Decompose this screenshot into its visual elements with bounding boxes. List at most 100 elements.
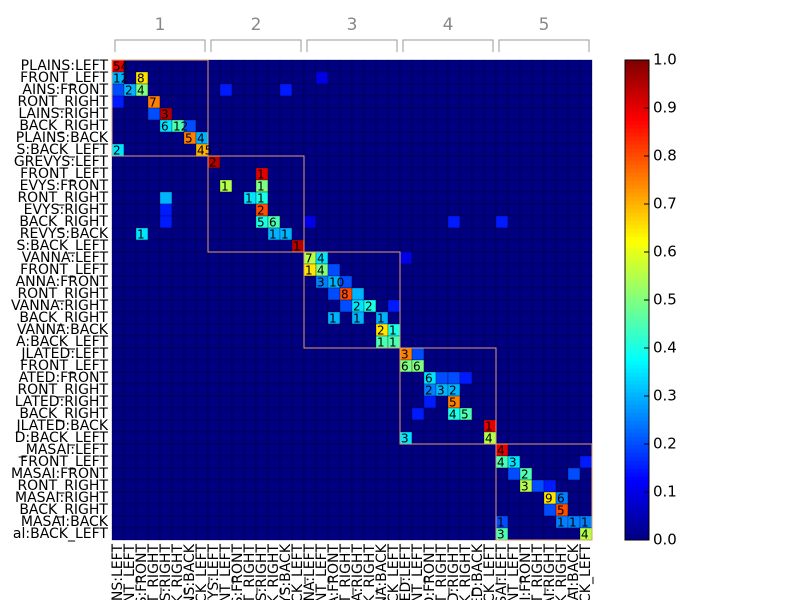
- cell: [243, 239, 257, 253]
- cell: [531, 203, 545, 217]
- cell: [147, 143, 161, 157]
- colorbar-step: [625, 352, 649, 357]
- cell: [387, 515, 401, 529]
- cell: [279, 251, 293, 265]
- colorbar-step: [625, 244, 649, 249]
- cell: [531, 179, 545, 193]
- cell: [543, 395, 557, 409]
- cell: [579, 179, 593, 193]
- cell: [459, 455, 473, 469]
- cell: [363, 527, 377, 541]
- cell: [123, 179, 137, 193]
- cell: [363, 95, 377, 109]
- cell: [543, 455, 557, 469]
- cell: [507, 347, 521, 361]
- cell: [291, 467, 305, 481]
- colorbar-step: [625, 72, 649, 77]
- cell: [351, 527, 365, 541]
- cell: [195, 155, 209, 169]
- cell: [459, 143, 473, 157]
- cell: [327, 359, 341, 373]
- cell: [255, 371, 269, 385]
- cell: [567, 179, 581, 193]
- cell-label: 5: [449, 396, 457, 410]
- group-bracket: [402, 39, 494, 52]
- cell: [507, 407, 521, 421]
- cell: [219, 347, 233, 361]
- cell: [579, 395, 593, 409]
- cell: [111, 335, 125, 349]
- cell: [327, 323, 341, 337]
- cell: [567, 311, 581, 325]
- cell: [567, 419, 581, 433]
- cell: [579, 95, 593, 109]
- cell: [519, 275, 533, 289]
- cell: [111, 407, 125, 421]
- cell: [363, 335, 377, 349]
- cell: [435, 527, 449, 541]
- cell: [567, 119, 581, 133]
- cell: [519, 419, 533, 433]
- cell: [507, 155, 521, 169]
- cell: [171, 347, 185, 361]
- cell: [303, 143, 317, 157]
- cell: [183, 263, 197, 277]
- cell: [447, 275, 461, 289]
- cell: [279, 419, 293, 433]
- colorbar-step: [625, 212, 649, 217]
- cell: [159, 431, 173, 445]
- cell: [195, 371, 209, 385]
- cell: [231, 83, 245, 97]
- cell: [279, 131, 293, 145]
- cell: [483, 515, 497, 529]
- cell: [183, 155, 197, 169]
- cell: [303, 371, 317, 385]
- cell: [471, 323, 485, 337]
- cell: [243, 527, 257, 541]
- cell: [255, 287, 269, 301]
- cell: [435, 227, 449, 241]
- cell: [447, 167, 461, 181]
- cell: [555, 527, 569, 541]
- group-box: [495, 443, 593, 541]
- group-bracket: [210, 39, 302, 52]
- cell: [471, 203, 485, 217]
- cell: [327, 251, 341, 265]
- cell: [495, 119, 509, 133]
- cell: [303, 59, 317, 73]
- cell: [231, 335, 245, 349]
- cell: [459, 215, 473, 229]
- cell: [147, 407, 161, 421]
- cell: [255, 515, 269, 529]
- cell: [207, 95, 221, 109]
- cell: [123, 491, 137, 505]
- group-bracket: [498, 39, 590, 52]
- cell-label: 1: [389, 336, 397, 350]
- cell: [555, 107, 569, 121]
- cell: [519, 431, 533, 445]
- cell: [411, 251, 425, 265]
- cell: [567, 215, 581, 229]
- colorbar-step: [625, 80, 649, 85]
- cell: [291, 119, 305, 133]
- cell: [243, 359, 257, 373]
- cell: [231, 59, 245, 73]
- cell-label: 1: [557, 516, 565, 530]
- cell: [171, 143, 185, 157]
- colorbar-step: [625, 512, 649, 517]
- cell: [279, 395, 293, 409]
- cell: [375, 107, 389, 121]
- colorbar-step: [625, 268, 649, 273]
- cell: [279, 371, 293, 385]
- cell: [363, 131, 377, 145]
- cell: [495, 239, 509, 253]
- cell: [195, 107, 209, 121]
- cell: [411, 107, 425, 121]
- cell: [111, 131, 125, 145]
- cell: [255, 95, 269, 109]
- colorbar-step: [625, 232, 649, 237]
- cell: [231, 455, 245, 469]
- cell: [507, 215, 521, 229]
- cell: [111, 323, 125, 337]
- cell: [567, 371, 581, 385]
